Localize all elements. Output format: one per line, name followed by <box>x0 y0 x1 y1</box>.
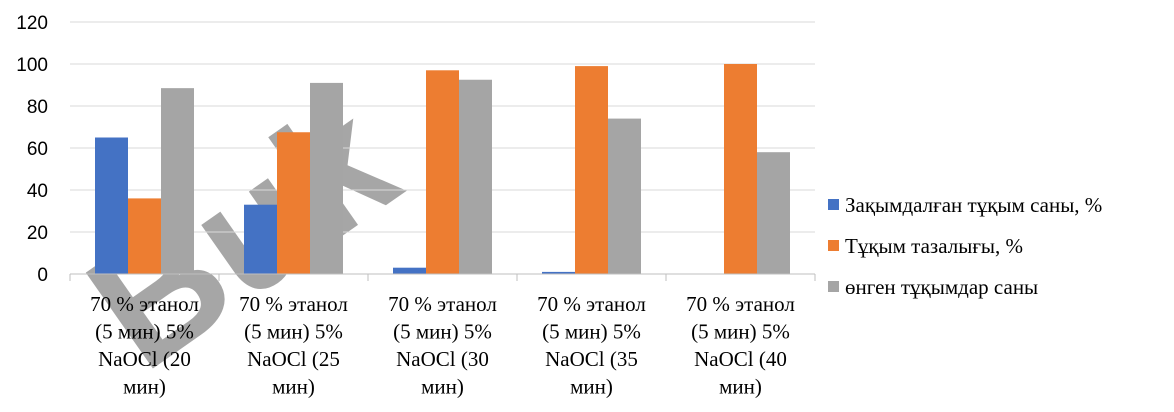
bar <box>757 152 790 274</box>
x-axis-ticks: 70 % этанол (5 мин) 5% NaOCl (20 мин) 70 % э… <box>69 274 816 399</box>
bar <box>542 271 575 274</box>
legend-label: Тұқым тазалығы, % <box>845 234 1023 258</box>
y-tick-label: 20 <box>27 223 48 244</box>
y-axis-ticks: 0 20 40 60 80 100 120 <box>16 13 48 286</box>
x-tick-label: 70 % этанол (5 мин) 5% NaOCl (40 мин) <box>686 292 795 399</box>
bar <box>95 137 128 274</box>
legend-swatch <box>828 281 839 292</box>
legend-label: өнген тұқымдар саны <box>845 275 1038 299</box>
legend-swatch <box>828 240 839 251</box>
bar <box>426 70 459 274</box>
x-tick-label: 70 % этанол (5 мин) 5% NaOCl (30 мин) <box>388 292 497 399</box>
legend: Зақымдалған тұқым саны, % Тұқым тазалығы,… <box>828 193 1102 299</box>
x-tick-label: 70 % этанол (5 мин) 5% NaOCl (25 мин) <box>239 292 348 399</box>
y-tick-label: 80 <box>27 97 48 118</box>
bar <box>161 88 194 275</box>
x-tick-label: 70 % этанол (5 мин) 5% NaOCl (20 мин) <box>90 292 199 399</box>
bar <box>459 79 492 274</box>
bar <box>277 132 310 274</box>
bar <box>724 64 757 274</box>
bar <box>608 118 641 274</box>
y-tick-label: 100 <box>16 55 48 76</box>
bar <box>244 204 277 274</box>
y-tick-label: 60 <box>27 139 48 160</box>
legend-swatch <box>828 199 839 210</box>
legend-label: Зақымдалған тұқым саны, % <box>845 193 1102 217</box>
bar <box>393 267 426 274</box>
y-tick-label: 120 <box>16 13 48 34</box>
x-tick-label: 70 % этанол (5 мин) 5% NaOCl (35 мин) <box>537 292 646 399</box>
bar <box>128 198 161 274</box>
y-tick-label: 40 <box>27 181 48 202</box>
bars <box>95 64 790 275</box>
bar <box>310 82 343 275</box>
y-tick-label: 0 <box>37 265 48 286</box>
bar <box>575 66 608 274</box>
